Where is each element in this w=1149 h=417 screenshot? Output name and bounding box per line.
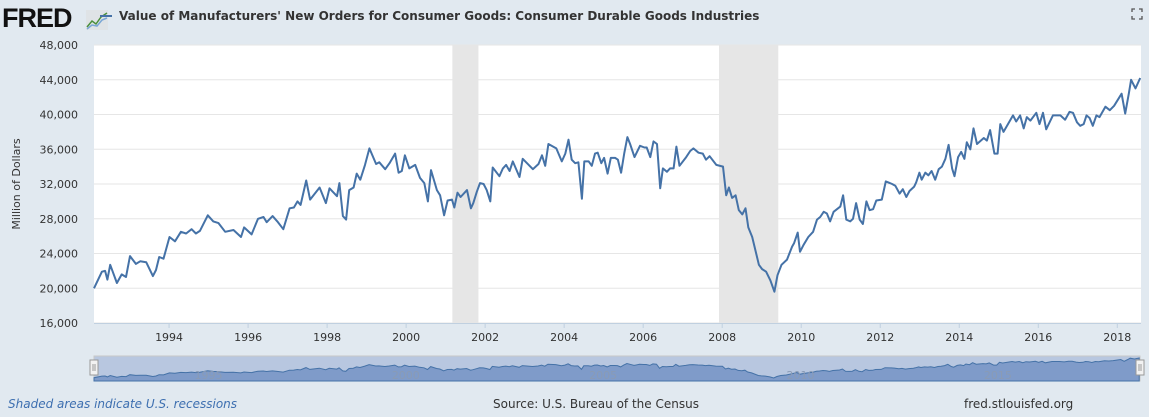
- fred-logo[interactable]: FRED: [2, 4, 112, 32]
- x-tick-label: 1996: [234, 331, 262, 344]
- x-tick-label: 1994: [155, 331, 183, 344]
- x-tick-label: 2012: [866, 331, 894, 344]
- y-tick-label: 20,000: [40, 282, 79, 295]
- chart-title-text: Value of Manufacturers' New Orders for C…: [119, 9, 760, 23]
- navigator-series: [93, 357, 1140, 382]
- series-legend-marker: [100, 15, 112, 17]
- site-link[interactable]: fred.stlouisfed.org: [964, 397, 1074, 411]
- x-tick-label: 2014: [945, 331, 973, 344]
- y-tick-label: 24,000: [40, 248, 79, 261]
- x-tick-label: 2004: [550, 331, 578, 344]
- x-tick-label: 2018: [1103, 331, 1131, 344]
- x-tick-label: 2002: [471, 331, 499, 344]
- y-tick-label: 28,000: [40, 213, 79, 226]
- y-axis-label: Million of Dollars: [10, 138, 23, 230]
- source-note: Source: U.S. Bureau of the Census: [493, 397, 699, 411]
- fullscreen-icon[interactable]: [1131, 8, 1143, 20]
- y-tick-label: 32,000: [40, 178, 79, 191]
- y-tick-label: 48,000: [40, 39, 79, 52]
- y-tick-label: 40,000: [40, 109, 79, 122]
- y-tick-label: 44,000: [40, 74, 79, 87]
- navigator-left-handle[interactable]: [89, 359, 99, 376]
- navigator-tick-label: 2015: [984, 369, 1012, 382]
- x-tick-label: 2000: [392, 331, 420, 344]
- recession-note: Shaded areas indicate U.S. recessions: [8, 397, 238, 411]
- y-tick-label: 36,000: [40, 143, 79, 156]
- navigator-tick-label: 2000: [392, 369, 420, 382]
- x-tick-label: 2010: [787, 331, 815, 344]
- y-tick-label: 16,000: [40, 317, 79, 330]
- x-tick-label: 2016: [1024, 331, 1052, 344]
- navigator-tick-label: 2010: [787, 369, 815, 382]
- chart: 16,000 20,000 24,000 28,000 32,000 36,000 40,0…: [10, 39, 1145, 382]
- navigator-tick-label: 2005: [589, 369, 617, 382]
- navigator-tick-label: 1995: [194, 369, 222, 382]
- series-line: [93, 77, 1142, 293]
- chart-title: Value of Manufacturers' New Orders for C…: [100, 9, 759, 23]
- x-tick-label: 2006: [629, 331, 657, 344]
- x-tick-label: 2008: [708, 331, 736, 344]
- navigator-right-handle[interactable]: [1135, 359, 1145, 376]
- fred-logo-text: FRED: [2, 3, 72, 33]
- x-tick-label: 1998: [313, 331, 341, 344]
